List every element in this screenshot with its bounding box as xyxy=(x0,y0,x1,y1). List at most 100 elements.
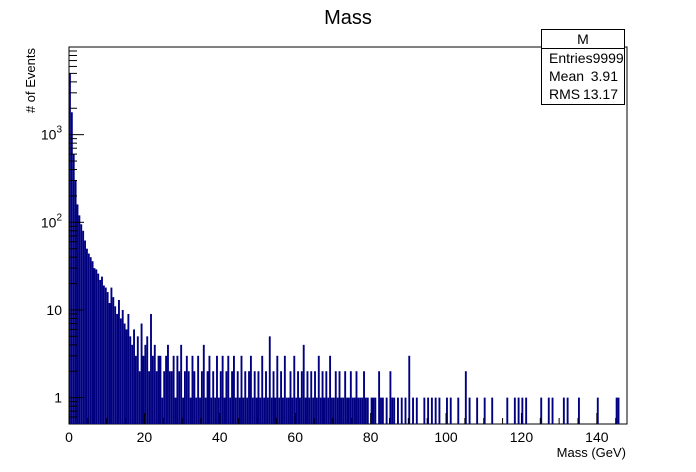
histogram-bin xyxy=(221,355,224,424)
histogram-bin xyxy=(364,397,367,424)
histogram-bin xyxy=(427,397,430,424)
histogram-bin xyxy=(372,397,375,424)
histogram-bin xyxy=(197,355,200,424)
histogram-bin xyxy=(332,397,335,424)
histogram-bin xyxy=(167,344,169,424)
histogram-bin xyxy=(285,397,288,424)
stats-row-entries: Entries 9999 xyxy=(542,49,624,67)
histogram-bin xyxy=(236,371,239,424)
histogram-bin xyxy=(87,253,90,424)
histogram-bin xyxy=(240,355,243,424)
x-tick-label: 40 xyxy=(212,429,228,445)
histogram-bin xyxy=(189,397,192,424)
histogram-bin xyxy=(204,397,207,424)
histogram-bin xyxy=(483,397,486,424)
histogram-bin xyxy=(266,397,269,424)
histogram-bin xyxy=(381,397,384,424)
histogram-bin xyxy=(415,397,418,424)
histogram-bin xyxy=(353,397,356,424)
x-tick-label: 0 xyxy=(65,429,73,445)
histogram-bin xyxy=(329,355,332,424)
y-axis: 1 10 102 103 xyxy=(41,50,84,418)
histogram-bin xyxy=(138,371,141,424)
histogram-bin xyxy=(91,261,94,424)
histogram-bars xyxy=(69,73,620,425)
histogram-bin xyxy=(104,287,107,424)
histogram-bin xyxy=(146,336,149,424)
histogram-bin xyxy=(449,397,452,424)
chart-title: Mass xyxy=(324,7,372,29)
histogram-bin xyxy=(251,397,254,424)
histogram-bin xyxy=(116,313,119,424)
histogram-bin xyxy=(259,397,262,424)
x-tick-label: 80 xyxy=(363,429,379,445)
histogram-bin xyxy=(217,397,220,424)
histogram-bin xyxy=(219,371,222,424)
histogram-bin xyxy=(231,371,234,424)
histogram-bin xyxy=(408,355,411,424)
histogram-bin xyxy=(434,397,437,424)
histogram-bin xyxy=(596,397,599,424)
histogram-bin xyxy=(446,397,448,424)
histogram-bin xyxy=(99,279,102,424)
histogram-bin xyxy=(172,355,175,424)
histogram-bin xyxy=(157,355,160,424)
histogram-bin xyxy=(225,371,228,424)
histogram-bin xyxy=(363,371,365,424)
histogram-bin xyxy=(430,397,433,424)
histogram-bin xyxy=(476,397,479,424)
histogram-bin xyxy=(123,323,126,424)
histogram-bin xyxy=(289,371,292,424)
histogram-bin xyxy=(101,276,103,424)
histogram-bin xyxy=(468,397,471,424)
histogram-bin xyxy=(129,336,132,424)
histogram-bin xyxy=(212,371,215,424)
histogram-bin xyxy=(513,397,516,424)
histogram-bin xyxy=(323,397,326,424)
histogram-bin xyxy=(287,397,290,424)
histogram-bin xyxy=(118,299,120,424)
histogram-bin xyxy=(106,292,109,424)
histogram-bin xyxy=(178,371,181,424)
histogram-bin xyxy=(334,371,337,424)
histogram-bin xyxy=(506,397,509,424)
histogram-bin xyxy=(342,397,345,424)
histogram-bin xyxy=(265,371,267,424)
histogram-bin xyxy=(327,397,330,424)
histogram-bin xyxy=(142,355,145,424)
histogram-bin xyxy=(268,336,271,424)
histogram-bin xyxy=(153,344,156,424)
histogram-bin xyxy=(412,397,414,424)
histogram-bin xyxy=(151,355,154,424)
x-axis: 0 20 40 60 80 100 120 140 xyxy=(65,413,617,445)
histogram-bin xyxy=(238,397,241,424)
histogram-bin xyxy=(78,215,81,424)
histogram-bin xyxy=(85,248,88,424)
histogram-bin xyxy=(121,309,124,424)
histogram-bin xyxy=(355,371,358,424)
histogram-bin xyxy=(577,397,580,424)
histogram-bin xyxy=(150,313,152,424)
histogram-bin xyxy=(272,371,275,424)
x-tick-label: 60 xyxy=(287,429,303,445)
histogram-bin xyxy=(202,344,205,424)
histogram-bin xyxy=(168,371,171,424)
histogram-bin xyxy=(525,397,528,424)
histogram-bin xyxy=(127,313,130,424)
histogram-bin xyxy=(351,397,354,424)
y-tick-label: 1 xyxy=(54,390,62,406)
histogram-bin xyxy=(214,397,217,424)
histogram-bin xyxy=(261,355,264,424)
histogram-bin xyxy=(242,397,245,424)
histogram-bin xyxy=(291,397,294,424)
x-tick-label: 140 xyxy=(585,429,609,445)
histogram-bin xyxy=(133,329,135,424)
histogram-bin xyxy=(380,397,382,424)
histogram-bin xyxy=(234,397,237,424)
histogram-bin xyxy=(119,318,122,424)
histogram-bin xyxy=(338,371,341,424)
histogram-bin xyxy=(270,397,273,424)
histogram-bin xyxy=(182,397,184,424)
histogram-bin xyxy=(165,355,168,424)
histogram-bin xyxy=(397,397,399,424)
